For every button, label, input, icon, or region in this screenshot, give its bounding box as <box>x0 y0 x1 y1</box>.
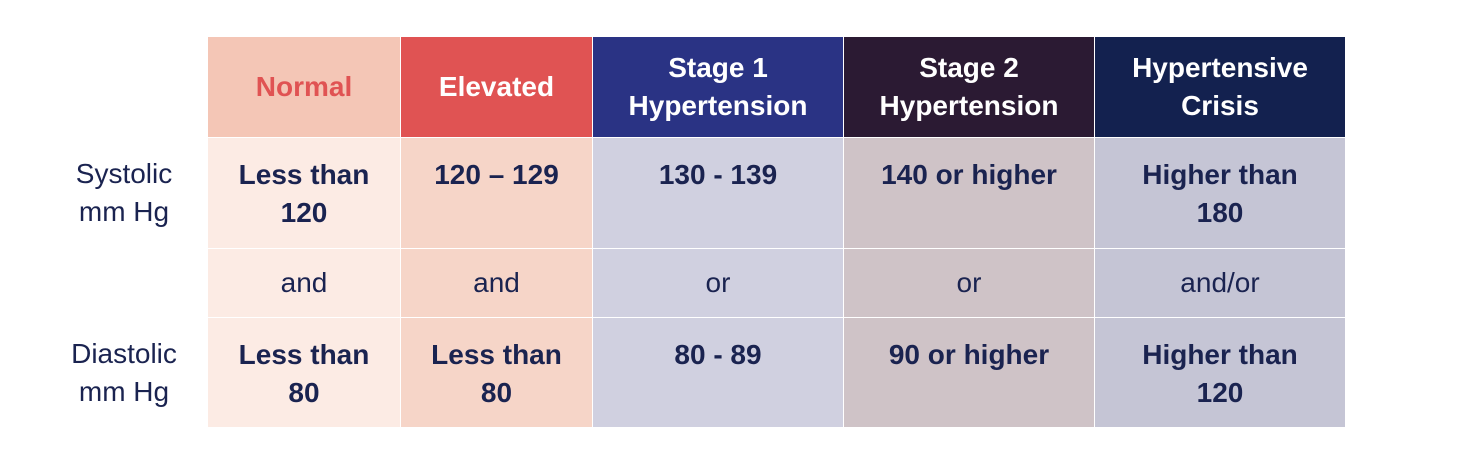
cell-stage2-systolic: 140 or higher <box>844 138 1094 248</box>
cell-elevated-diastolic: Less than 80 <box>401 318 592 427</box>
cell-crisis-diastolic-text: Higher than 120 <box>1142 339 1298 408</box>
cell-normal-diastolic-text: Less than 80 <box>238 339 370 408</box>
cell-stage1-diastolic: 80 - 89 <box>593 318 843 427</box>
header-elevated: Elevated <box>401 37 592 137</box>
header-stage2-text: Stage 2 Hypertension <box>879 52 1059 121</box>
cell-normal-systolic-text: Less than 120 <box>238 159 370 228</box>
cell-crisis-connector-text: and/or <box>1180 267 1260 298</box>
row-label-systolic-text: Systolic mm Hg <box>75 158 173 227</box>
cell-normal-diastolic: Less than 80 <box>208 318 400 427</box>
cell-elevated-connector-text: and <box>473 267 520 298</box>
cell-stage2-connector: or <box>844 249 1094 317</box>
header-normal-text: Normal <box>255 71 353 102</box>
cell-elevated-connector: and <box>401 249 592 317</box>
header-stage1-text: Stage 1 Hypertension <box>628 52 808 121</box>
cell-stage1-systolic-text: 130 - 139 <box>658 159 778 190</box>
cell-elevated-systolic-text: 120 – 129 <box>434 159 559 190</box>
cell-normal-connector: and <box>208 249 400 317</box>
header-elevated-text: Elevated <box>438 71 555 102</box>
cell-crisis-systolic: Higher than 180 <box>1095 138 1345 248</box>
row-label-diastolic: Diastolic mm Hg <box>40 318 208 428</box>
cell-elevated-systolic: 120 – 129 <box>401 138 592 248</box>
cell-stage2-diastolic: 90 or higher <box>844 318 1094 427</box>
cell-stage1-connector: or <box>593 249 843 317</box>
cell-stage2-diastolic-text: 90 or higher <box>888 339 1050 370</box>
header-normal: Normal <box>208 37 400 137</box>
cell-crisis-connector: and/or <box>1095 249 1345 317</box>
header-crisis: Hypertensive Crisis <box>1095 37 1345 137</box>
cell-normal-connector-text: and <box>280 267 328 298</box>
row-label-diastolic-text: Diastolic mm Hg <box>71 338 177 407</box>
cell-stage1-systolic: 130 - 139 <box>593 138 843 248</box>
cell-stage1-connector-text: or <box>705 267 731 298</box>
cell-stage2-connector-text: or <box>956 267 982 298</box>
cell-stage2-systolic-text: 140 or higher <box>881 159 1057 190</box>
header-crisis-text: Hypertensive Crisis <box>1132 52 1308 121</box>
cell-stage1-diastolic-text: 80 - 89 <box>674 339 762 370</box>
cell-normal-systolic: Less than 120 <box>208 138 400 248</box>
header-stage2: Stage 2 Hypertension <box>844 37 1094 137</box>
cell-elevated-diastolic-text: Less than 80 <box>431 339 562 408</box>
cell-crisis-systolic-text: Higher than 180 <box>1142 159 1298 228</box>
header-stage1: Stage 1 Hypertension <box>593 37 843 137</box>
cell-crisis-diastolic: Higher than 120 <box>1095 318 1345 427</box>
row-label-systolic: Systolic mm Hg <box>40 138 208 248</box>
